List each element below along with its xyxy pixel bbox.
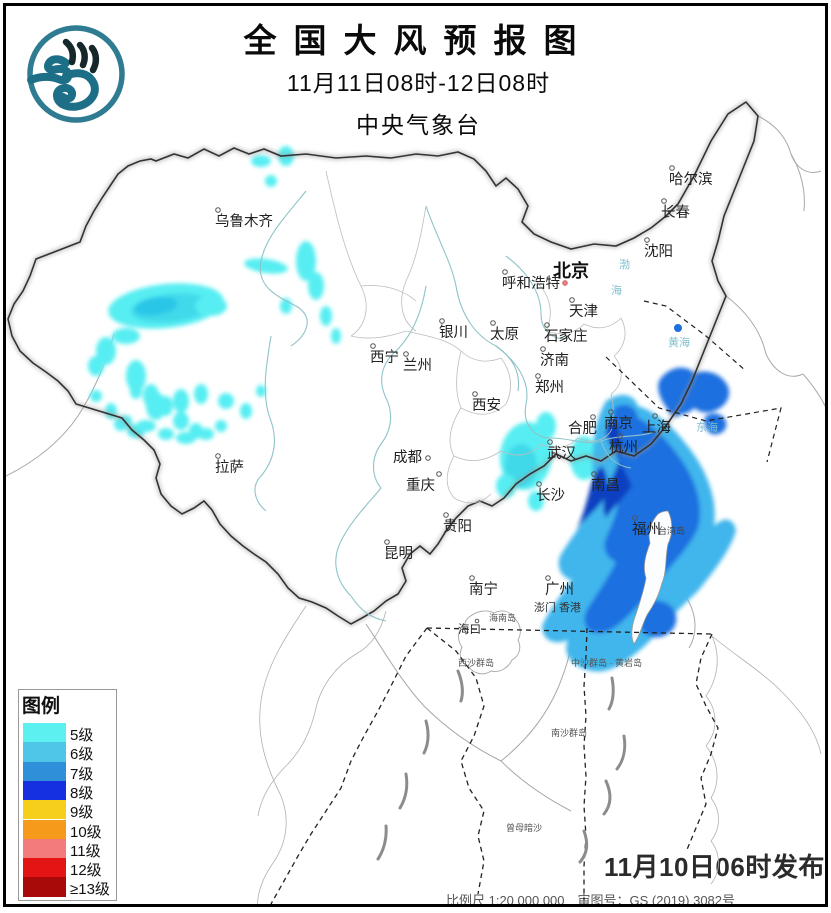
svg-text:广州: 广州 [545,581,574,598]
svg-text:东海: 东海 [696,420,718,434]
svg-text:福州: 福州 [632,521,661,538]
svg-text:郑州: 郑州 [535,379,564,396]
svg-text:南京: 南京 [604,415,633,432]
svg-text:兰州: 兰州 [403,357,432,374]
svg-text:黄海: 黄海 [668,335,690,349]
svg-text:沈阳: 沈阳 [644,243,673,260]
svg-text:台湾岛: 台湾岛 [658,525,685,536]
svg-text:重庆: 重庆 [406,477,435,494]
svg-text:海: 海 [611,283,622,297]
svg-text:天津: 天津 [569,303,598,320]
svg-text:南昌: 南昌 [591,477,620,494]
svg-text:贵阳: 贵阳 [443,518,472,535]
svg-text:渤: 渤 [619,258,630,271]
svg-text:石家庄: 石家庄 [544,327,588,345]
svg-text:海口: 海口 [458,622,481,636]
svg-text:乌鲁木齐: 乌鲁木齐 [215,213,273,230]
svg-text:西安: 西安 [472,397,501,414]
svg-text:西宁: 西宁 [370,349,399,366]
svg-text:西沙群岛: 西沙群岛 [458,657,494,668]
svg-text:济南: 济南 [540,352,569,369]
svg-text:杭州: 杭州 [609,439,638,456]
svg-text:长春: 长春 [661,204,690,221]
svg-text:长沙: 长沙 [536,487,565,504]
svg-text:中沙群岛 · 黄岩岛: 中沙群岛 · 黄岩岛 [571,657,642,668]
svg-text:银川: 银川 [439,324,468,341]
svg-text:成都: 成都 [393,449,422,466]
svg-text:北京: 北京 [553,260,589,281]
svg-text:澎门 香港: 澎门 香港 [534,600,581,614]
svg-text:拉萨: 拉萨 [215,459,244,476]
svg-text:南沙群岛: 南沙群岛 [551,727,587,738]
svg-text:曾母暗沙: 曾母暗沙 [506,822,542,833]
svg-text:太原: 太原 [490,326,519,343]
svg-text:武汉: 武汉 [547,445,576,462]
svg-text:南宁: 南宁 [469,581,498,598]
svg-text:上海: 上海 [642,419,671,436]
svg-text:昆明: 昆明 [384,546,413,562]
svg-text:海南岛: 海南岛 [489,612,516,623]
svg-text:哈尔滨: 哈尔滨 [669,171,713,188]
svg-text:呼和浩特: 呼和浩特 [502,275,560,292]
svg-text:合肥: 合肥 [568,420,597,437]
